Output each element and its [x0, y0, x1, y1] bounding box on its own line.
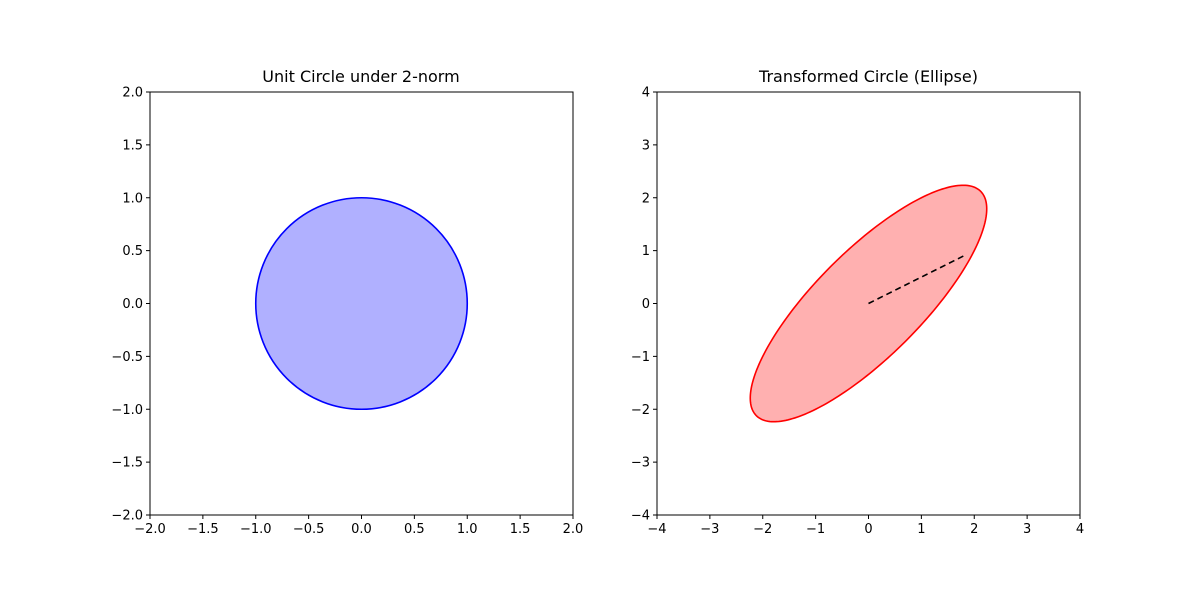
left-chart-title: Unit Circle under 2-norm: [262, 67, 459, 86]
right-x-tick-label: 3: [1023, 522, 1031, 537]
right-x-tick-label: 2: [970, 522, 978, 537]
right-x-tick-label: −3: [700, 522, 719, 537]
right-plot-marks: [749, 184, 988, 423]
right-y-tick-label: 3: [642, 138, 650, 153]
right-y-tick-label: −1: [631, 350, 650, 365]
unit-circle: [254, 196, 469, 411]
left-y-tick-label: −2.0: [111, 509, 143, 524]
dashed-segment: [868, 255, 965, 305]
right-y-tick-label: −4: [631, 509, 650, 524]
left-x-tick-label: −2.0: [134, 522, 166, 537]
left-x-tick-label: 2.0: [563, 522, 584, 537]
right-x-tick-label: −2: [753, 522, 772, 537]
right-x-tick-label: −1: [806, 522, 825, 537]
left-y-tick-label: 0.0: [122, 297, 143, 312]
left-x-tick-label: 1.5: [510, 522, 531, 537]
right-x-tick-label: 1: [917, 522, 925, 537]
right-y-tick-label: 0: [642, 297, 650, 312]
left-y-tick-label: 1.0: [122, 191, 143, 206]
right-chart-title: Transformed Circle (Ellipse): [758, 67, 978, 86]
left-x-tick-label: 1.0: [457, 522, 478, 537]
left-subplot: Unit Circle under 2-norm −2.0 −1.5 −1.0 −0.…: [111, 67, 583, 537]
left-axes: −2.0 −1.5 −1.0 −0.5 0.0 0.5 1.0 1.5 2.0 −2.0 −1.5 −…: [111, 86, 583, 538]
left-y-tick-label: −0.5: [111, 350, 143, 365]
right-subplot: Transformed Circle (Ellipse) −4 −3 −2 −1 0 1 2…: [631, 67, 1084, 537]
right-x-tick-label: 0: [864, 522, 872, 537]
right-x-tick-label: −4: [647, 522, 666, 537]
right-y-tick-label: 2: [642, 191, 650, 206]
right-y-tick-label: 1: [642, 244, 650, 259]
right-y-tick-label: −3: [631, 456, 650, 471]
left-y-tick-label: −1.5: [111, 456, 143, 471]
left-x-tick-label: 0.0: [351, 522, 372, 537]
right-y-tick-label: −2: [631, 403, 650, 418]
left-x-tick-label: −0.5: [293, 522, 325, 537]
left-y-tick-label: 1.5: [122, 138, 143, 153]
left-x-tick-label: −1.5: [187, 522, 219, 537]
left-y-tick-label: 0.5: [122, 244, 143, 259]
left-x-tick-label: 0.5: [404, 522, 425, 537]
left-y-tick-label: 2.0: [122, 86, 143, 101]
right-axes: −4 −3 −2 −1 0 1 2 3 4 −4 −3 −2 −1 0 1 2 3 4: [631, 86, 1084, 538]
left-x-tick-label: −1.0: [240, 522, 272, 537]
right-x-tick-label: 4: [1076, 522, 1084, 537]
left-plot-marks: [254, 196, 469, 411]
right-y-tick-label: 4: [642, 86, 650, 101]
left-y-tick-label: −1.0: [111, 403, 143, 418]
